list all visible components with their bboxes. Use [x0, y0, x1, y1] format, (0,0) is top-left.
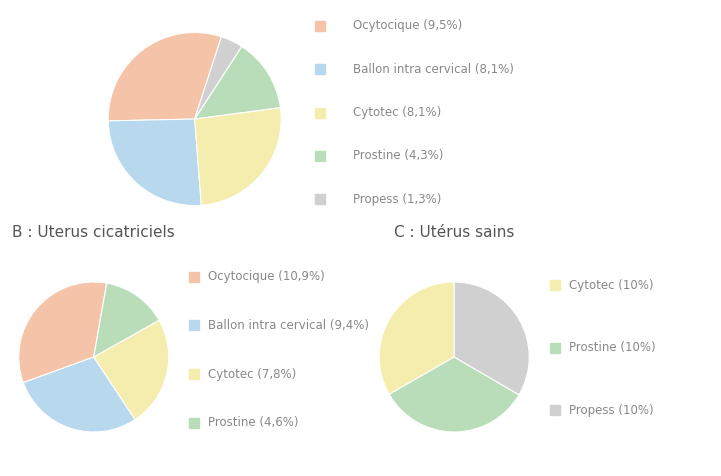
Text: Cytotec (7,8%): Cytotec (7,8%) — [208, 367, 296, 380]
Wedge shape — [23, 357, 135, 432]
Text: Cytotec (8,1%): Cytotec (8,1%) — [353, 106, 441, 119]
Text: C : Utérus sains: C : Utérus sains — [394, 225, 514, 240]
Text: Prostine (10%): Prostine (10%) — [569, 341, 655, 354]
Text: Ocytocique (9,5%): Ocytocique (9,5%) — [353, 20, 462, 32]
Wedge shape — [19, 282, 107, 383]
Text: Ocytocique (10,9%): Ocytocique (10,9%) — [208, 270, 325, 283]
Wedge shape — [94, 320, 169, 419]
Text: Cytotec (10%): Cytotec (10%) — [569, 278, 653, 292]
Wedge shape — [195, 37, 242, 119]
Wedge shape — [108, 32, 221, 121]
Text: Ballon intra cervical (8,1%): Ballon intra cervical (8,1%) — [353, 63, 514, 76]
Wedge shape — [94, 283, 159, 357]
Text: Prostine (4,6%): Prostine (4,6%) — [208, 416, 298, 429]
Wedge shape — [379, 282, 454, 394]
Wedge shape — [389, 357, 519, 432]
Wedge shape — [454, 282, 529, 395]
Text: Ballon intra cervical (9,4%): Ballon intra cervical (9,4%) — [208, 319, 369, 332]
Wedge shape — [195, 46, 280, 119]
Text: Propess (1,3%): Propess (1,3%) — [353, 193, 441, 206]
Text: B : Uterus cicatriciels: B : Uterus cicatriciels — [12, 225, 175, 240]
Wedge shape — [195, 108, 281, 205]
Text: Propess (10%): Propess (10%) — [569, 404, 653, 416]
Wedge shape — [108, 119, 201, 206]
Text: Prostine (4,3%): Prostine (4,3%) — [353, 149, 443, 162]
